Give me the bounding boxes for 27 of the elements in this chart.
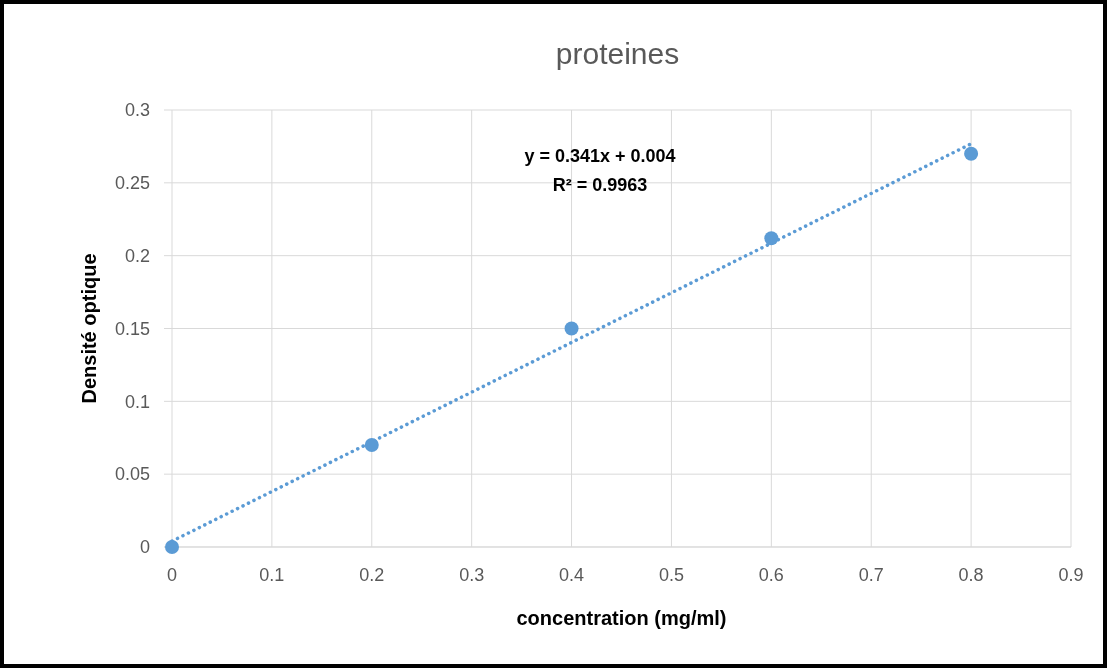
x-tick-label: 0.6 bbox=[758, 565, 784, 585]
x-tick-label: 0.2 bbox=[359, 565, 385, 585]
point bbox=[165, 540, 179, 554]
point bbox=[364, 438, 379, 453]
y-tick-label: 0 bbox=[139, 537, 150, 558]
x-tick-label: 0.4 bbox=[559, 565, 585, 585]
point bbox=[964, 146, 979, 161]
y-tick-label: 0.15 bbox=[114, 318, 150, 339]
x-tick-label: 0.9 bbox=[1058, 565, 1084, 585]
annotation: R² = 0.9963 bbox=[552, 175, 648, 195]
x-tick-label: 0.8 bbox=[958, 565, 984, 585]
x-tick-label: 0.7 bbox=[858, 565, 884, 585]
chart-title: proteines bbox=[555, 37, 680, 70]
x-tick-label: 0.5 bbox=[658, 565, 684, 585]
point bbox=[564, 321, 579, 336]
y-tick-label: 0.25 bbox=[114, 173, 150, 194]
y-tick-label: 0.05 bbox=[114, 464, 150, 485]
y-axis-title: Densité optique bbox=[78, 253, 100, 404]
x-tick-label: 0.3 bbox=[459, 565, 485, 585]
y-tick-label: 0.3 bbox=[124, 100, 150, 121]
x-tick-label: 0 bbox=[166, 565, 178, 585]
annotation: y = 0.341x + 0.004 bbox=[524, 146, 676, 166]
x-tick-label: 0.1 bbox=[259, 565, 285, 585]
y-tick-label: 0.1 bbox=[124, 391, 150, 412]
y-tick-label: 0.2 bbox=[124, 245, 150, 266]
point bbox=[764, 231, 779, 246]
x-axis-title: concentration (mg/ml) bbox=[516, 607, 727, 629]
